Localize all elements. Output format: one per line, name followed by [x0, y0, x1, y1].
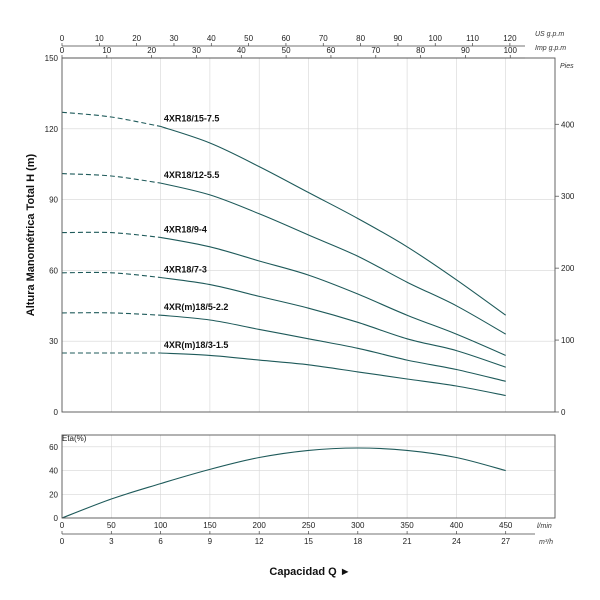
- top-tick-label: 80: [416, 46, 425, 55]
- lmin-tick-label: 250: [302, 521, 316, 530]
- y-tick-label: 120: [45, 125, 59, 134]
- lower-chart-frame: [61, 434, 556, 519]
- lmin-tick-label: 450: [499, 521, 513, 530]
- m3h-tick-label: 18: [353, 537, 362, 546]
- y-tick-label: 90: [49, 196, 58, 205]
- m3h-tick-label: 12: [255, 537, 264, 546]
- y-axis-title: Altura Manométrica Total H (m): [25, 153, 37, 316]
- bottom-axis-label-lmin: l/min: [537, 523, 552, 530]
- right-tick-label: 200: [561, 264, 575, 273]
- eta-curve: [61, 447, 506, 519]
- head-curve-2: [160, 236, 506, 356]
- head-curve-dashed-0: [61, 111, 161, 127]
- lmin-tick-label: 100: [154, 521, 168, 530]
- top-tick-label: 0: [60, 34, 65, 43]
- m3h-tick-label: 9: [208, 537, 213, 546]
- series-label-0: 4XR18/15-7.5: [164, 113, 220, 123]
- series-label-3: 4XR18/7-3: [164, 264, 207, 274]
- head-curve-1: [160, 182, 506, 335]
- top-tick-label: 90: [393, 34, 402, 43]
- head-curve-dashed-4: [61, 312, 161, 316]
- head-curve-dashed-3: [61, 271, 161, 279]
- y-tick-label: 30: [49, 337, 58, 346]
- right-axis-label: Pies: [560, 63, 574, 70]
- eta-tick-label: 20: [49, 490, 58, 499]
- head-curve-dashed-2: [61, 231, 161, 238]
- series-label-2: 4XR18/9-4: [164, 224, 207, 234]
- top-tick-label: 10: [95, 34, 104, 43]
- lmin-tick-label: 200: [253, 521, 267, 530]
- m3h-tick-label: 3: [109, 537, 114, 546]
- top-tick-label: 10: [102, 46, 111, 55]
- right-tick-label: 100: [561, 336, 575, 345]
- lmin-tick-label: 300: [351, 521, 365, 530]
- upper-chart-frame: [61, 57, 556, 413]
- series-label-5: 4XR(m)18/3-1.5: [164, 340, 229, 350]
- y-tick-label: 60: [49, 266, 58, 275]
- y-tick-label: 150: [45, 54, 59, 63]
- m3h-tick-label: 21: [403, 537, 412, 546]
- head-curves: 4XR18/15-7.5 4XR18/12-5.5 4XR18/9-4 4XR18/7…: [61, 111, 507, 397]
- top-tick-label: 70: [319, 34, 328, 43]
- lmin-tick-label: 0: [60, 521, 65, 530]
- top-tick-label: 50: [282, 46, 291, 55]
- lmin-tick-label: 400: [450, 521, 464, 530]
- lower-chart-ticks: 0 20 40 60 0 50 100 150 200 250 300 350 400 450 0 3 6 9 12…: [49, 443, 535, 546]
- lmin-tick-label: 50: [107, 521, 116, 530]
- top-axis-label-us: US g.p.m: [535, 31, 564, 38]
- top-tick-label: 100: [429, 34, 443, 43]
- head-curve-4: [160, 314, 506, 382]
- top-tick-label: 100: [504, 46, 518, 55]
- top-tick-label: 30: [192, 46, 201, 55]
- lmin-tick-label: 350: [400, 521, 414, 530]
- right-tick-label: 0: [561, 408, 566, 417]
- x-axis-title: Capacidad Q ►: [269, 566, 350, 578]
- top-axis-label-imp: Imp g.p.m: [535, 45, 566, 52]
- top-tick-label: 60: [326, 46, 335, 55]
- m3h-tick-label: 15: [304, 537, 313, 546]
- m3h-tick-label: 27: [501, 537, 510, 546]
- top-tick-label: 90: [461, 46, 470, 55]
- eta-tick-label: 40: [49, 467, 58, 476]
- bottom-axis-label-m3h: m³/h: [539, 539, 553, 546]
- efficiency-axis-title: Eta(%): [62, 434, 87, 443]
- right-tick-label: 400: [561, 120, 575, 129]
- series-label-1: 4XR18/12-5.5: [164, 170, 220, 180]
- y-tick-label: 0: [54, 408, 59, 417]
- head-curve-0: [160, 125, 507, 316]
- series-label-4: 4XR(m)18/5-2.2: [164, 302, 229, 312]
- m3h-tick-label: 24: [452, 537, 461, 546]
- top-tick-label: 20: [132, 34, 141, 43]
- eta-tick-label: 0: [54, 514, 59, 523]
- top-tick-label: 30: [170, 34, 179, 43]
- top-tick-label: 20: [147, 46, 156, 55]
- head-curve-5: [160, 352, 506, 397]
- eta-tick-label: 60: [49, 443, 58, 452]
- efficiency-curve: [61, 447, 506, 519]
- top-tick-label: 40: [237, 46, 246, 55]
- m3h-tick-label: 0: [60, 537, 65, 546]
- lmin-tick-label: 150: [203, 521, 217, 530]
- top-tick-label: 80: [356, 34, 365, 43]
- top-tick-label: 60: [281, 34, 290, 43]
- top-tick-label: 110: [466, 34, 479, 43]
- right-tick-label: 300: [561, 192, 575, 201]
- head-curve-3: [160, 276, 506, 368]
- top-tick-label: 70: [371, 46, 380, 55]
- lower-chart-grid: [61, 435, 555, 519]
- top-tick-label: 40: [207, 34, 216, 43]
- head-curve-dashed-1: [61, 173, 161, 184]
- m3h-tick-label: 6: [158, 537, 163, 546]
- top-tick-label: 120: [503, 34, 517, 43]
- top-tick-label: 50: [244, 34, 253, 43]
- top-tick-label: 0: [60, 46, 65, 55]
